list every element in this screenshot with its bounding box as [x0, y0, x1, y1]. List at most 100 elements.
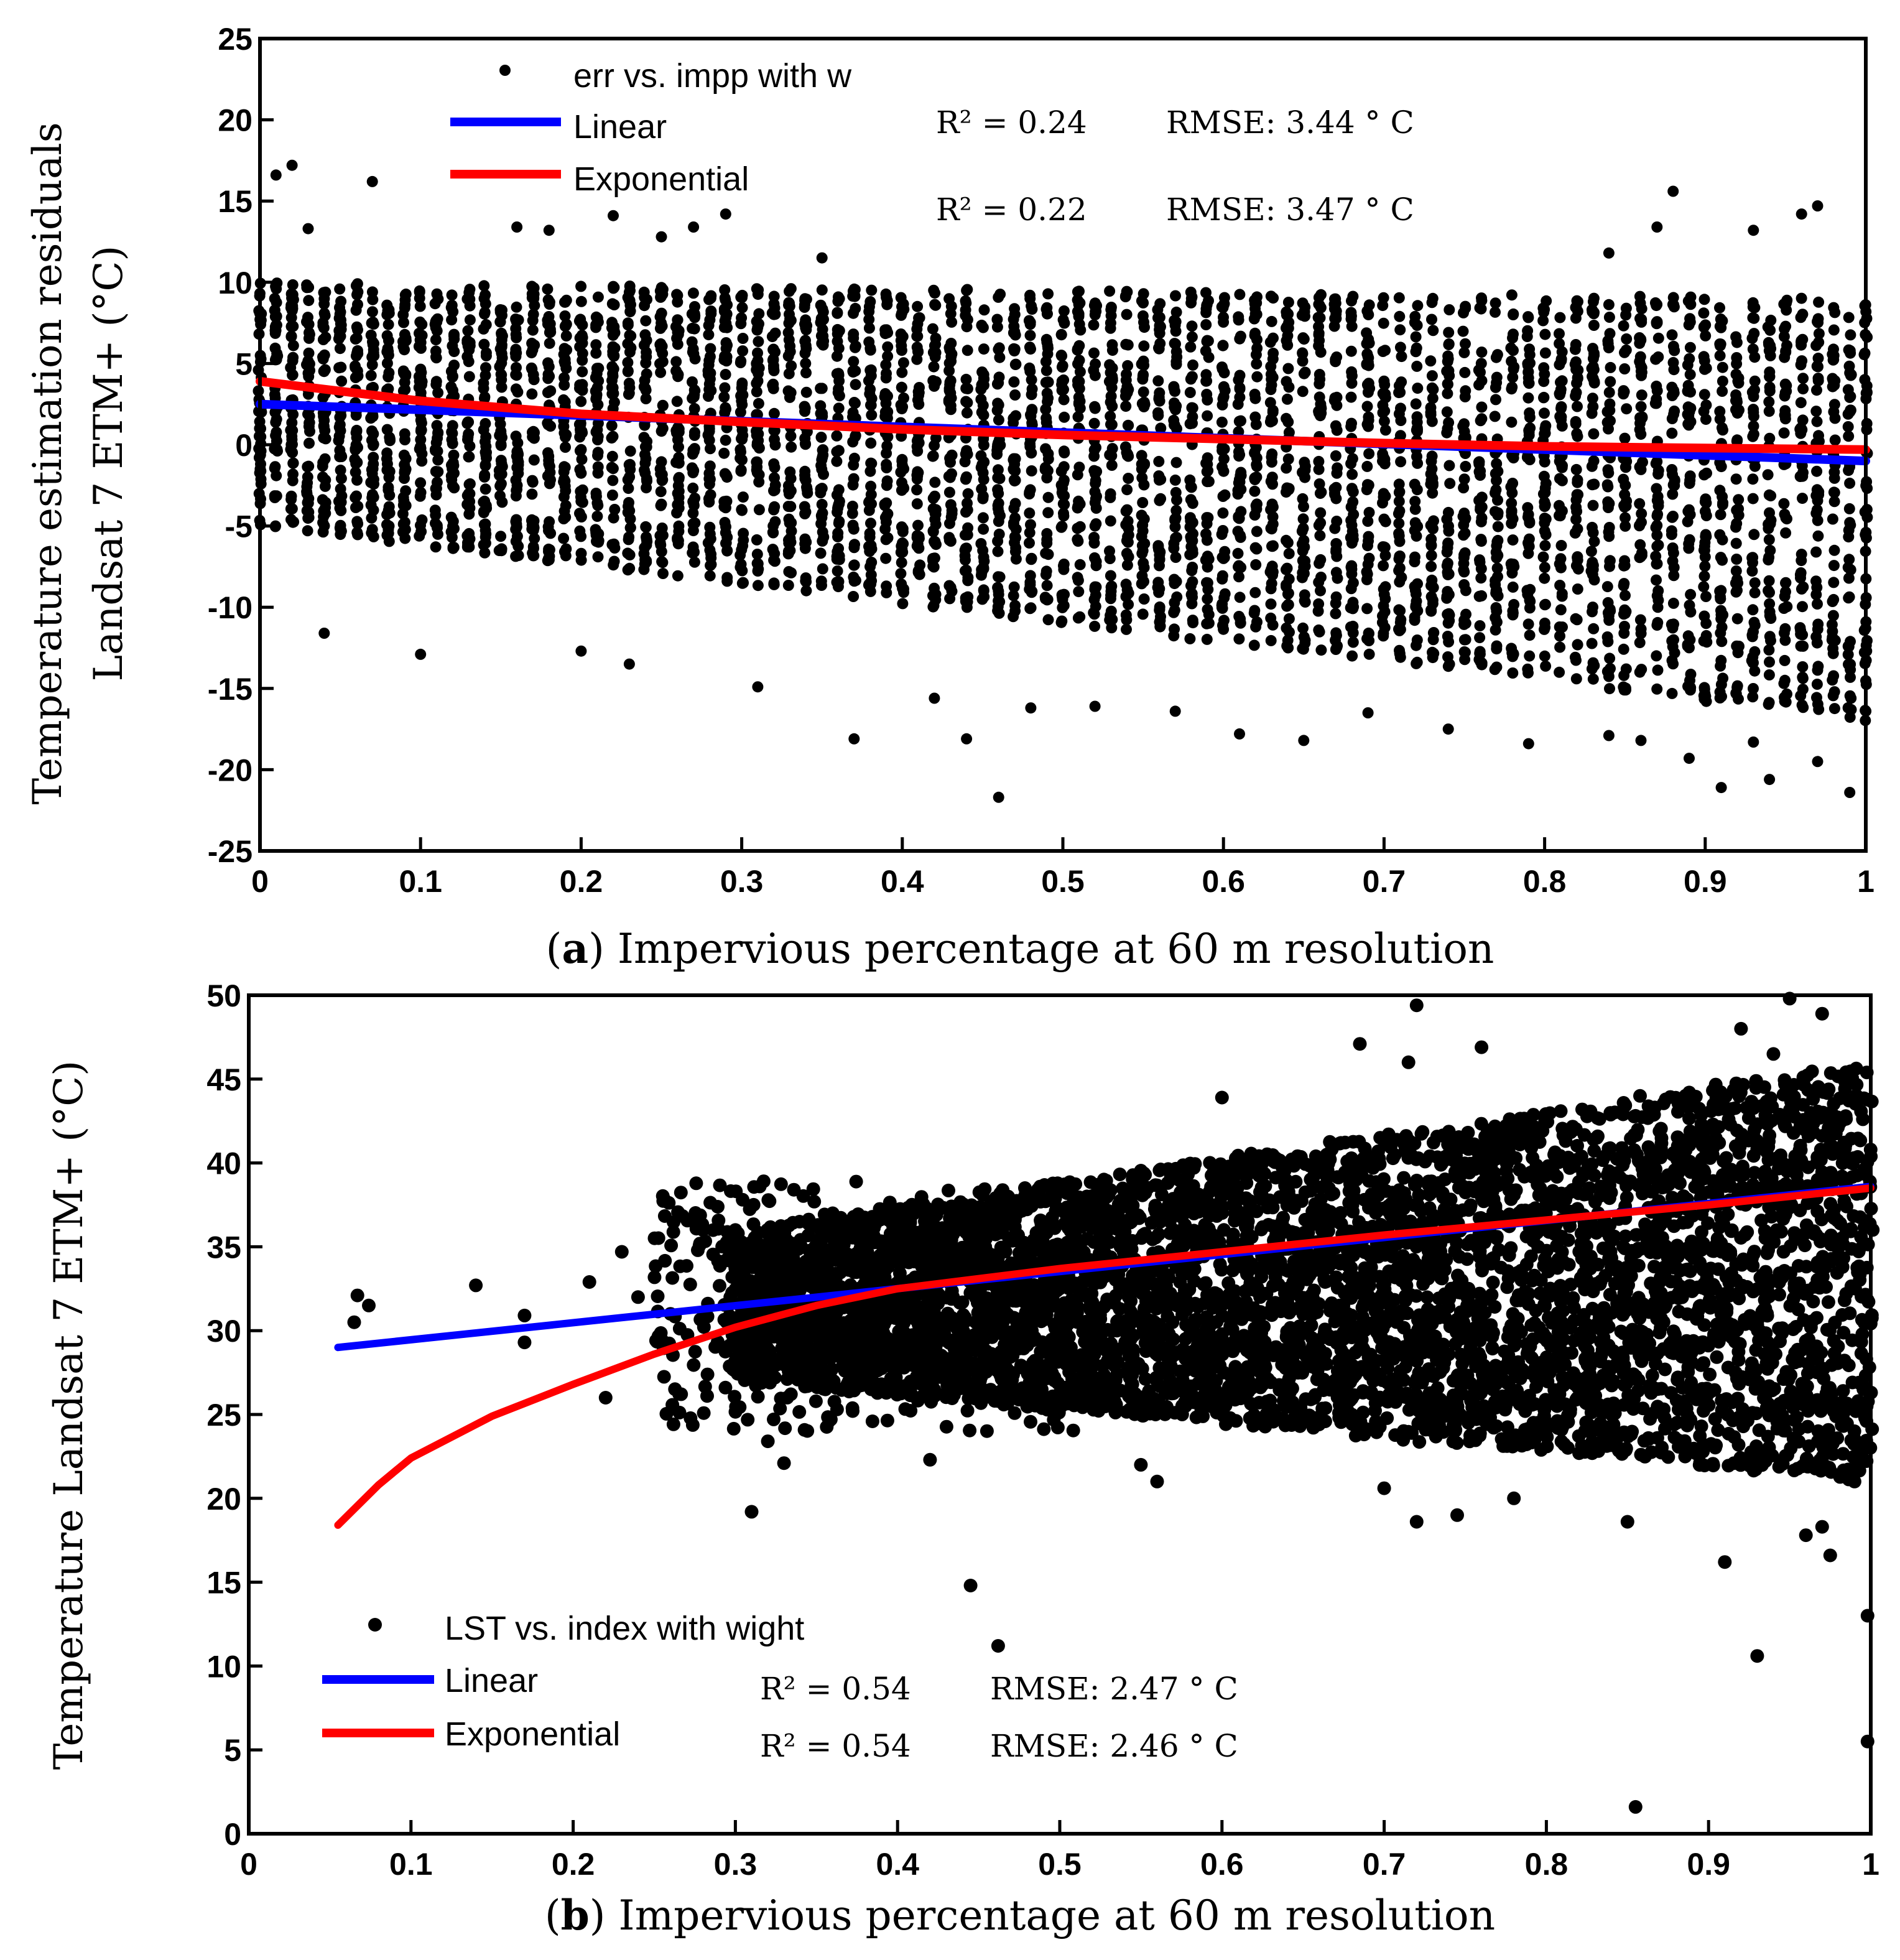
- a-band-point: [641, 435, 653, 447]
- a-band-point: [929, 440, 940, 452]
- a-band-point: [1105, 590, 1117, 601]
- a-band-point: [769, 434, 780, 445]
- a-band-point: [1249, 587, 1261, 598]
- a-band-point: [1795, 640, 1807, 652]
- a-band-point: [1187, 402, 1198, 414]
- a-band-point: [285, 331, 297, 343]
- a-band-point: [1524, 407, 1536, 419]
- a-outlier-point: [543, 225, 555, 236]
- a-band-point: [735, 465, 747, 477]
- a-band-point: [735, 406, 746, 418]
- a-band-point: [640, 393, 652, 404]
- a-band-point: [365, 329, 377, 341]
- a-band-point: [1120, 505, 1132, 517]
- a-band-point: [1329, 293, 1340, 305]
- a-band-point: [1476, 512, 1488, 524]
- a-band-point: [1539, 407, 1550, 419]
- a-band-point: [1603, 671, 1615, 682]
- a-band-point: [815, 487, 827, 499]
- a-band-point: [480, 449, 492, 461]
- a-band-point: [1730, 688, 1742, 700]
- a-band-point: [335, 496, 347, 508]
- a-band-point: [351, 490, 362, 502]
- a-band-point: [943, 341, 955, 353]
- a-band-point: [1265, 290, 1277, 302]
- a-band-point: [1154, 495, 1165, 506]
- a-band-point: [1731, 337, 1743, 348]
- a-band-point: [480, 440, 492, 452]
- a-band-point: [1621, 333, 1633, 345]
- a-band-point: [1827, 381, 1838, 392]
- a-band-point: [1426, 370, 1438, 382]
- a-band-point: [496, 458, 507, 470]
- a-band-point: [335, 314, 346, 326]
- a-band-point: [1026, 552, 1037, 564]
- a-band-point: [333, 435, 345, 447]
- a-band-point: [1828, 406, 1840, 417]
- a-band-point: [1635, 628, 1647, 639]
- a-band-point: [1187, 544, 1198, 556]
- a-band-point: [768, 407, 780, 419]
- a-band-point: [1714, 302, 1725, 314]
- a-band-point: [1282, 642, 1294, 654]
- a-band-point: [1458, 579, 1470, 590]
- a-band-point: [302, 471, 313, 483]
- a-band-point: [1698, 581, 1710, 593]
- a-band-point: [1731, 613, 1743, 625]
- a-band-point: [1072, 358, 1083, 370]
- a-band-point: [672, 368, 684, 380]
- a-band-point: [1313, 321, 1325, 333]
- a-band-point: [914, 312, 925, 323]
- a-band-point: [863, 496, 874, 508]
- a-band-point: [1426, 450, 1438, 462]
- a-band-point: [1572, 639, 1583, 651]
- a-band-point: [560, 330, 572, 341]
- a-band-point: [866, 557, 878, 568]
- a-band-point: [929, 287, 940, 299]
- a-band-point: [624, 445, 636, 457]
- a-band-point: [1717, 497, 1729, 509]
- a-band-point: [1763, 337, 1774, 348]
- a-x-tick-label: 0.9: [1684, 864, 1727, 899]
- a-band-point: [1412, 605, 1424, 616]
- a-band-point: [687, 541, 699, 553]
- a-band-point: [1057, 498, 1069, 509]
- a-band-point: [303, 332, 315, 344]
- a-band-point: [785, 387, 797, 399]
- a-band-point: [1267, 540, 1279, 552]
- a-band-point: [1491, 536, 1503, 547]
- a-band-point: [896, 381, 907, 393]
- a-band-point: [721, 545, 733, 557]
- a-band-point: [978, 409, 989, 421]
- a-band-point: [833, 516, 845, 527]
- a-band-point: [448, 542, 460, 553]
- a-band-point: [1074, 559, 1086, 570]
- a-band-point: [1780, 527, 1792, 539]
- a-band-point: [334, 451, 346, 463]
- a-band-point: [1489, 664, 1501, 676]
- a-band-point: [318, 366, 330, 378]
- a-band-point: [1747, 691, 1759, 703]
- a-band-point: [430, 541, 442, 553]
- a-band-point: [1315, 346, 1327, 358]
- a-band-point: [1698, 635, 1710, 647]
- a-band-point: [1267, 347, 1279, 359]
- a-band-point: [1169, 521, 1181, 533]
- a-band-point: [1202, 335, 1214, 347]
- a-band-point: [1795, 397, 1807, 409]
- a-band-point: [350, 360, 361, 372]
- a-band-point: [1139, 322, 1150, 333]
- a-band-point: [285, 444, 297, 455]
- a-band-point: [1730, 473, 1742, 485]
- a-band-point: [1684, 313, 1696, 325]
- a-band-point: [1828, 324, 1840, 336]
- a-band-point: [800, 335, 811, 346]
- a-band-point: [1604, 683, 1615, 695]
- a-band-point: [738, 527, 749, 539]
- a-band-point: [512, 437, 524, 448]
- a-band-point: [1588, 308, 1600, 320]
- a-band-point: [864, 344, 876, 356]
- a-band-point: [575, 486, 586, 498]
- a-band-point: [1346, 650, 1358, 662]
- a-band-point: [1042, 491, 1054, 503]
